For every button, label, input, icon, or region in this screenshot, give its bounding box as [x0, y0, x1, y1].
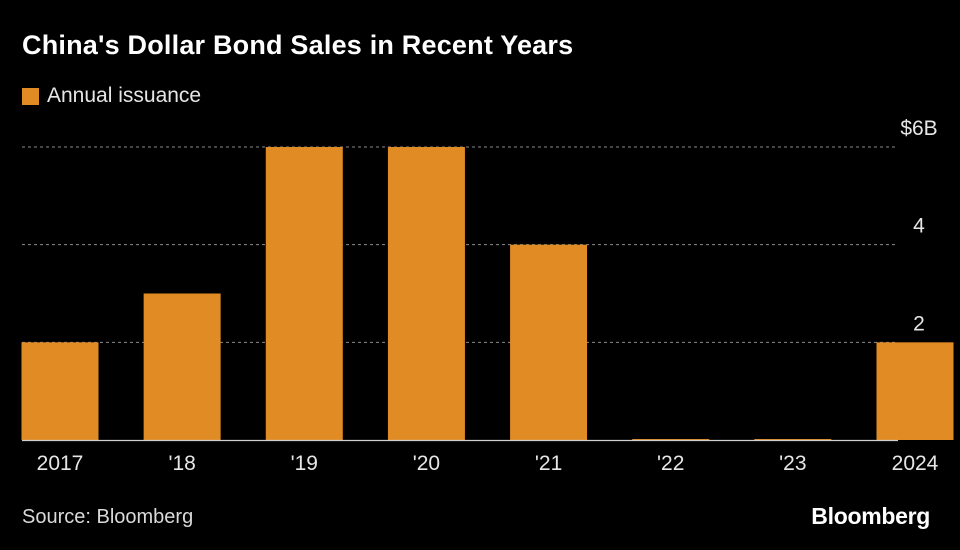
x-tick-label: '18 — [168, 452, 195, 475]
source-note: Source: Bloomberg — [22, 506, 194, 528]
legend-label: Annual issuance — [47, 84, 202, 107]
bar — [876, 342, 954, 440]
chart-title: China's Dollar Bond Sales in Recent Year… — [22, 30, 574, 60]
bar — [754, 439, 832, 440]
y-tick-label: 4 — [913, 215, 925, 238]
bar — [21, 342, 99, 440]
legend-swatch — [22, 87, 39, 105]
bar — [143, 293, 221, 440]
x-tick-label: 2017 — [37, 452, 84, 475]
x-tick-label: '20 — [413, 452, 440, 475]
bloomberg-logo: Bloomberg — [811, 503, 930, 529]
legend: Annual issuance — [22, 84, 201, 108]
bar — [265, 147, 343, 440]
x-tick-label: 2024 — [892, 452, 939, 475]
bar — [510, 244, 588, 440]
bar — [387, 147, 465, 440]
x-tick-label: '19 — [291, 452, 318, 475]
x-tick-label: '23 — [779, 452, 806, 475]
x-tick-label: '22 — [657, 452, 684, 475]
x-tick-label: '21 — [535, 452, 562, 475]
bar — [632, 439, 710, 440]
y-tick-label: 2 — [913, 312, 925, 335]
y-tick-label: $6B — [900, 117, 937, 140]
